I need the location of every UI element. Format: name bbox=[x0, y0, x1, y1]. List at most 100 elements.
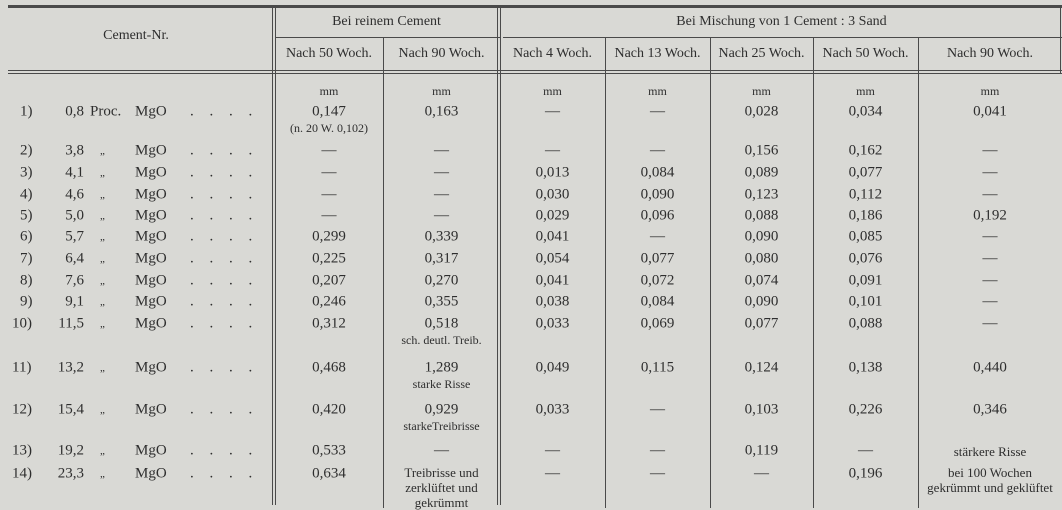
value-cell: — bbox=[545, 103, 560, 120]
mgo-percent: 3,8 bbox=[65, 142, 84, 159]
value-cell: 0,054 bbox=[535, 250, 570, 267]
unit-label: mm bbox=[752, 84, 771, 98]
value-cell: — bbox=[982, 142, 998, 159]
header-rule bbox=[503, 37, 1062, 38]
value-cell: — bbox=[982, 272, 998, 289]
mgo-percent: 11,5 bbox=[58, 315, 84, 332]
unit-proc: „ bbox=[100, 404, 105, 416]
column-divider bbox=[272, 5, 273, 505]
value-cell: 0,076 bbox=[848, 250, 883, 267]
header-cement-nr: Cement-Nr. bbox=[103, 28, 169, 43]
header-bottom-rule bbox=[8, 70, 1062, 71]
value-cell: — bbox=[434, 207, 449, 224]
column-divider bbox=[383, 38, 384, 508]
unit-proc: „ bbox=[100, 253, 105, 265]
value-cell: 0,207 bbox=[312, 272, 346, 289]
value-cell: 0,346 bbox=[973, 401, 1007, 418]
mgo-percent: 4,6 bbox=[65, 186, 84, 203]
column-divider bbox=[918, 38, 919, 508]
leader-dots: . . . . bbox=[190, 465, 259, 482]
value-cell: 1,289 bbox=[424, 359, 459, 376]
header-column: Nach 90 Woch. bbox=[946, 46, 1034, 61]
leader-dots: . . . . bbox=[190, 359, 259, 376]
mgo-percent: 5,0 bbox=[65, 207, 84, 224]
leader-dots: . . . . bbox=[190, 315, 259, 332]
value-cell: — bbox=[982, 186, 998, 203]
value-cell: — bbox=[982, 250, 998, 267]
row-number: 9) bbox=[20, 293, 33, 310]
leader-dots: . . . . bbox=[190, 142, 259, 159]
value-cell: 0,138 bbox=[848, 359, 883, 376]
value-cell: 0,156 bbox=[744, 142, 779, 159]
column-divider bbox=[813, 38, 814, 508]
value-cell: — bbox=[650, 465, 665, 482]
value-cell: 0,312 bbox=[312, 315, 346, 332]
leader-dots: . . . . bbox=[190, 293, 259, 310]
mgo-label: MgO bbox=[135, 465, 167, 482]
value-cell: 0,119 bbox=[744, 442, 779, 459]
mgo-percent: 15,4 bbox=[57, 401, 84, 418]
unit-proc: „ bbox=[100, 167, 105, 179]
value-cell: 0,077 bbox=[640, 250, 675, 267]
value-cell: — bbox=[650, 228, 665, 245]
column-divider bbox=[497, 5, 498, 505]
leader-dots: . . . . bbox=[190, 250, 259, 267]
value-cell: 0,339 bbox=[424, 228, 459, 245]
mgo-label: MgO bbox=[135, 186, 167, 203]
mgo-percent: 19,2 bbox=[57, 442, 84, 459]
value-cell: 0,090 bbox=[744, 228, 779, 245]
mgo-label: MgO bbox=[135, 359, 167, 376]
value-cell: — bbox=[434, 186, 449, 203]
unit-proc: „ bbox=[100, 189, 105, 201]
value-cell: — bbox=[434, 164, 449, 181]
value-cell: 0,077 bbox=[848, 164, 883, 181]
value-cell: 0,101 bbox=[848, 293, 883, 310]
header-rule bbox=[275, 37, 500, 38]
header-column: Nach 50 Woch. bbox=[822, 46, 909, 61]
row-number: 5) bbox=[20, 207, 33, 224]
value-cell: 0,123 bbox=[744, 186, 779, 203]
mgo-label: MgO bbox=[135, 293, 167, 310]
mgo-label: MgO bbox=[135, 228, 167, 245]
value-cell: 0,246 bbox=[312, 293, 346, 310]
unit-proc: „ bbox=[100, 145, 105, 157]
value-cell: 0,088 bbox=[744, 207, 779, 224]
mgo-label: MgO bbox=[135, 103, 167, 120]
mgo-label: MgO bbox=[135, 250, 167, 267]
mgo-percent: 23,3 bbox=[57, 465, 84, 482]
row-number: 1) bbox=[20, 103, 33, 120]
column-divider bbox=[500, 5, 501, 505]
value-cell: 0,089 bbox=[744, 164, 779, 181]
value-cell: — bbox=[982, 315, 998, 332]
value-cell: 0,041 bbox=[535, 228, 570, 245]
leader-dots: . . . . bbox=[190, 207, 259, 224]
mgo-label: MgO bbox=[135, 442, 167, 459]
header-bottom-rule bbox=[8, 73, 1062, 74]
value-cell: — bbox=[545, 142, 560, 159]
mgo-label: MgO bbox=[135, 164, 167, 181]
unit-proc: „ bbox=[100, 210, 105, 222]
value-cell: 0,072 bbox=[640, 272, 675, 289]
column-divider bbox=[605, 38, 606, 508]
leader-dots: . . . . bbox=[190, 164, 259, 181]
value-note: Treibrisse und zerklüftet und gekrümmt bbox=[404, 465, 479, 510]
unit-label: mm bbox=[543, 84, 562, 98]
value-cell: 0,192 bbox=[973, 207, 1007, 224]
value-cell: 0,929 bbox=[424, 401, 459, 418]
value-cell: 0,033 bbox=[535, 401, 570, 418]
unit-label: mm bbox=[432, 84, 451, 98]
value-cell: — bbox=[982, 228, 998, 245]
mgo-label: MgO bbox=[135, 315, 167, 332]
value-note: starke Risse bbox=[412, 377, 471, 391]
row-number: 11) bbox=[12, 359, 32, 376]
value-cell: 0,124 bbox=[744, 359, 779, 376]
value-cell: — bbox=[321, 164, 337, 181]
value-cell: 0,103 bbox=[744, 401, 779, 418]
value-cell: 0,440 bbox=[973, 359, 1007, 376]
value-cell: 0,317 bbox=[424, 250, 459, 267]
row-number: 4) bbox=[20, 186, 33, 203]
unit-label: mm bbox=[980, 84, 1000, 98]
value-cell: 0,112 bbox=[848, 186, 883, 203]
value-cell: — bbox=[650, 103, 665, 120]
value-note: bei 100 Wochen gekrümmt und geklüftet bbox=[927, 465, 1053, 495]
